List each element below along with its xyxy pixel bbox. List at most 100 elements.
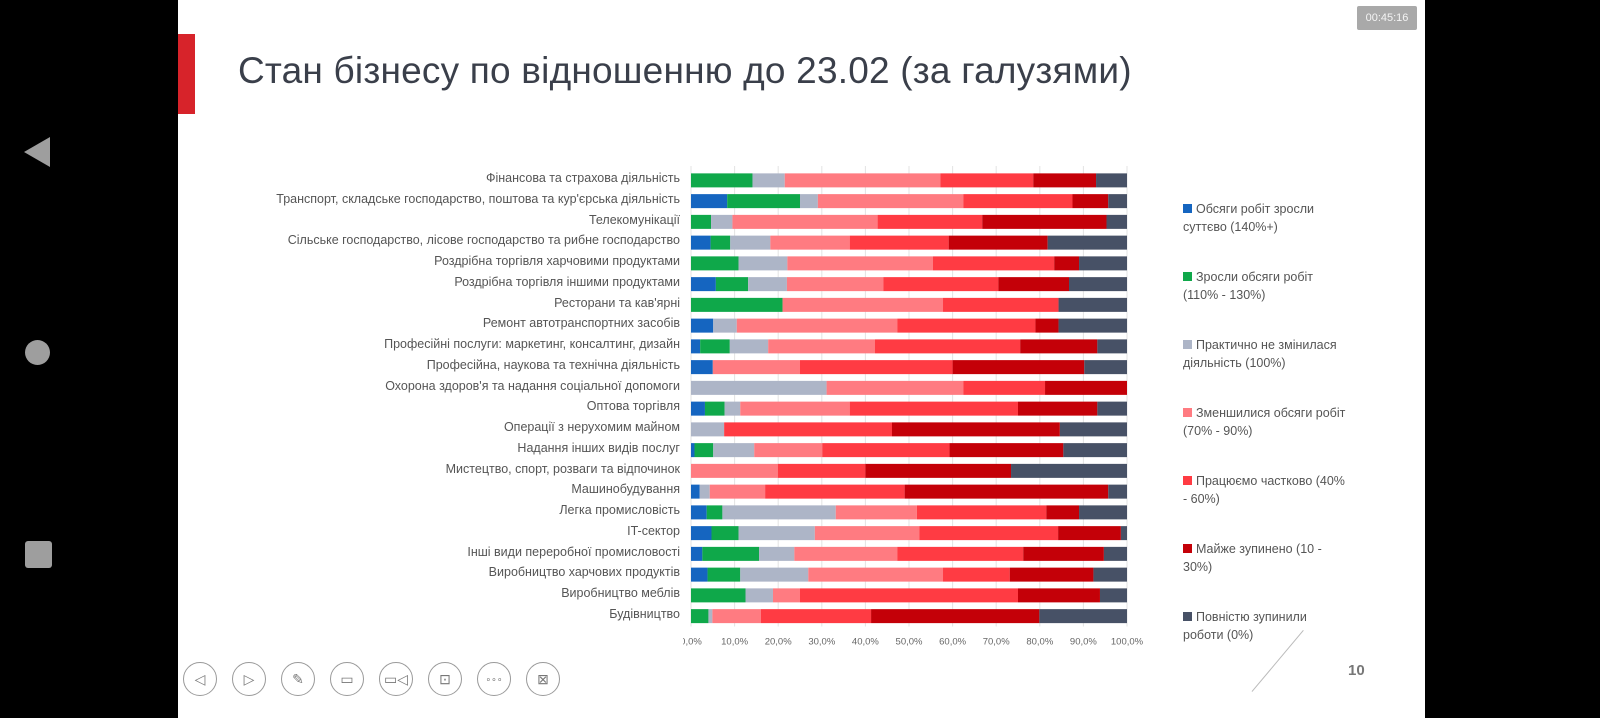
bar-segment: [865, 463, 1012, 478]
bar-segment: [786, 277, 884, 292]
end-show-button[interactable]: ⊠: [526, 662, 560, 696]
bar-segment: [817, 194, 964, 209]
bar-segment: [1058, 318, 1127, 333]
bar-segment: [949, 443, 1064, 458]
bar-segment: [1045, 380, 1127, 395]
video-button[interactable]: ▭◁: [379, 662, 413, 696]
category-label: Мистецтво, спорт, розваги та відпочинок: [445, 461, 680, 476]
bar-segment: [748, 277, 787, 292]
bar-segment: [702, 546, 760, 561]
bar-segment: [691, 194, 728, 209]
category-label: Сільське господарство, лісове господарст…: [287, 233, 680, 248]
bar-segment: [794, 546, 898, 561]
category-label: Виробництво харчових продуктів: [488, 565, 680, 580]
legend-swatch: [1183, 408, 1192, 417]
page-number: 10: [1348, 662, 1365, 679]
bar-segment: [1097, 401, 1127, 416]
bar-segment: [691, 297, 783, 312]
bar-segment: [897, 318, 1036, 333]
bar-segment: [1035, 318, 1059, 333]
legend-label: Практично не змінилася діяльність (100%): [1183, 338, 1337, 370]
subtitles-icon: ▭: [340, 670, 354, 687]
bar-segment: [691, 173, 753, 188]
legend-swatch: [1183, 272, 1192, 281]
bar-segment: [691, 463, 778, 478]
bar-segment: [770, 235, 850, 250]
more-button[interactable]: ∘∘∘: [477, 662, 511, 696]
legend-label: Працюємо частково (40% - 60%): [1183, 474, 1345, 506]
bar-segment: [963, 380, 1046, 395]
bar-segment: [932, 256, 1055, 271]
legend-item: Практично не змінилася діяльність (100%): [1183, 336, 1348, 372]
stacked-bar-chart: 0,0% 10,0% 20,0% 30,0% 40,0% 50,0% 60,0% 70,0% 8…: [683, 166, 1143, 648]
bar-segment: [694, 443, 714, 458]
bar-segment: [712, 609, 761, 624]
bar-segment: [800, 588, 1018, 603]
bar-segment: [754, 443, 823, 458]
bar-segment: [691, 235, 711, 250]
bar-segment: [691, 567, 708, 582]
x-tick-label: 10,0%: [721, 637, 748, 648]
bar-segment: [691, 484, 700, 499]
bar-segment: [877, 214, 983, 229]
bar-segment: [708, 609, 713, 624]
x-tick-label: 30,0%: [808, 637, 835, 648]
category-label: Телекомунікації: [588, 212, 680, 227]
bar-segment: [1063, 443, 1127, 458]
bar-segment: [982, 214, 1107, 229]
legend-item: Працюємо частково (40% - 60%): [1183, 472, 1348, 508]
bar-segment: [952, 360, 1085, 375]
bar-segment: [1047, 235, 1127, 250]
bar-segment: [727, 194, 800, 209]
bar-segment: [1039, 609, 1127, 624]
laser-pointer-icon: ⊡: [439, 670, 451, 687]
bar-segment: [1023, 546, 1104, 561]
bar-segment: [715, 277, 749, 292]
bar-segment: [1097, 339, 1127, 354]
bar-segment: [782, 297, 944, 312]
category-label: Транспорт, складське господарство, пошто…: [276, 191, 680, 206]
bar-segment: [784, 173, 941, 188]
end-show-icon: ⊠: [537, 670, 549, 687]
more-icon: ∘∘∘: [485, 673, 503, 684]
bar-segment: [738, 256, 788, 271]
bar-segment: [713, 443, 755, 458]
x-tick-label: 0,0%: [683, 637, 702, 648]
bar-segment: [1058, 297, 1127, 312]
bar-segment: [732, 214, 878, 229]
subtitles-button[interactable]: ▭: [330, 662, 364, 696]
bar-segment: [704, 401, 725, 416]
previous-slide-button[interactable]: ◁: [183, 662, 217, 696]
pen-button[interactable]: ✎: [281, 662, 315, 696]
bar-segment: [1046, 505, 1080, 520]
bar-segment: [1009, 567, 1094, 582]
home-icon[interactable]: [25, 340, 50, 365]
back-icon[interactable]: [24, 137, 50, 167]
presentation-timer: 00:45:16: [1357, 6, 1417, 30]
bar-segment: [691, 318, 714, 333]
bar-segment: [711, 526, 739, 541]
legend-swatch: [1183, 340, 1192, 349]
bar-segment: [722, 505, 836, 520]
bar-segment: [691, 546, 703, 561]
recents-icon[interactable]: [25, 541, 52, 568]
bar-segment: [998, 277, 1070, 292]
bar-segment: [943, 297, 1059, 312]
bar-segment: [691, 339, 701, 354]
bar-segment: [738, 526, 815, 541]
laser-pointer-button[interactable]: ⊡: [428, 662, 462, 696]
legend-item: Повністю зупинили роботи (0%): [1183, 608, 1348, 644]
legend-swatch: [1183, 476, 1192, 485]
next-slide-button[interactable]: ▷: [232, 662, 266, 696]
category-label: Будівництво: [609, 606, 680, 621]
bar-segment: [1103, 546, 1127, 561]
category-label: Роздрібна торгівля іншими продуктами: [454, 274, 680, 289]
legend-swatch: [1183, 612, 1192, 621]
bar-segment: [1096, 173, 1127, 188]
category-label: Професійні послуги: маркетинг, консалтин…: [384, 337, 680, 351]
bar-segment: [940, 173, 1034, 188]
bar-segment: [897, 546, 1024, 561]
bar-segment: [765, 484, 905, 499]
bar-segment: [891, 422, 1060, 437]
slide: Стан бізнесу по відношенню до 23.02 (за …: [178, 0, 1425, 718]
